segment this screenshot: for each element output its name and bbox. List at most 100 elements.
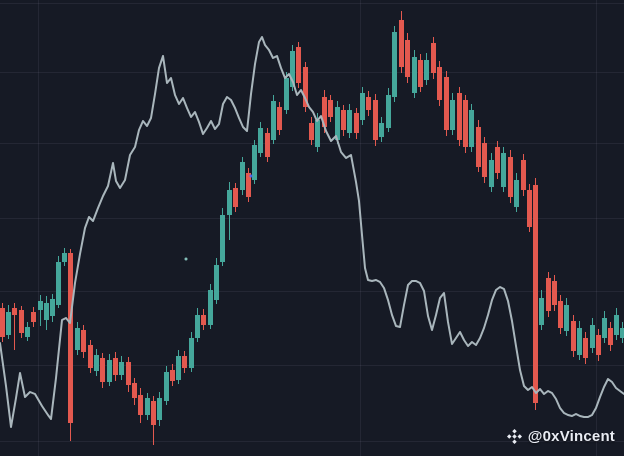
candle-body	[392, 32, 397, 97]
candle-up	[450, 93, 455, 135]
candle-down	[527, 184, 532, 232]
candle-body	[564, 305, 569, 331]
candle-down	[151, 396, 156, 445]
candle-body	[495, 147, 500, 173]
candle-down	[444, 71, 449, 136]
candle-body	[476, 127, 481, 167]
candle-body	[233, 188, 238, 207]
candle-body	[265, 133, 270, 157]
candle-up	[227, 182, 232, 240]
candle-body	[68, 253, 73, 423]
candle-body	[501, 153, 506, 187]
candle-body	[608, 328, 613, 345]
candle-body	[62, 253, 67, 262]
candle-body	[252, 145, 257, 180]
candle-up	[614, 308, 619, 340]
candle-up	[501, 147, 506, 192]
candle-down	[265, 128, 270, 162]
candle-down	[373, 94, 378, 146]
candle-up	[44, 296, 49, 330]
candle-up	[164, 366, 169, 405]
candle-down	[126, 357, 131, 392]
candle-down	[277, 102, 282, 135]
candle-down	[132, 378, 137, 405]
comparison-line	[0, 36, 624, 428]
candle-body	[571, 321, 576, 351]
candle-down	[19, 306, 24, 338]
candle-body	[335, 107, 340, 140]
binance-diamond-icon	[506, 429, 522, 444]
candle-body	[469, 110, 474, 147]
candle-body	[132, 383, 137, 398]
candle-up	[386, 88, 391, 132]
candle-body	[309, 123, 314, 140]
candle-body	[170, 370, 175, 381]
candle-body	[620, 328, 624, 338]
candle-up	[360, 87, 365, 125]
candle-up	[94, 349, 99, 376]
candle-body	[119, 362, 124, 375]
candle-body	[457, 93, 462, 140]
candle-down	[552, 275, 557, 311]
candle-down	[12, 303, 17, 350]
candle-down	[246, 168, 251, 202]
candle-up	[240, 157, 245, 195]
candle-down	[81, 325, 86, 358]
candle-up	[602, 311, 607, 343]
candle-body	[614, 315, 619, 335]
candle-body	[399, 20, 404, 67]
candle-down	[113, 352, 118, 381]
candle-body	[201, 315, 206, 325]
candle-body	[12, 308, 17, 315]
candle-body	[258, 128, 263, 153]
candle-down	[100, 353, 105, 388]
candle-up	[145, 393, 150, 420]
candle-down	[463, 95, 468, 153]
candle-up	[335, 101, 340, 144]
candle-body	[444, 77, 449, 130]
candle-up	[75, 322, 80, 355]
candle-body	[151, 401, 156, 425]
candle-down	[482, 137, 487, 183]
candle-up	[62, 248, 67, 266]
candle-up	[258, 122, 263, 157]
candle-down	[366, 91, 371, 116]
candle-body	[220, 215, 225, 262]
candle-body	[100, 358, 105, 382]
candle-body	[227, 190, 232, 215]
candle-body	[303, 67, 308, 107]
candle-up	[176, 350, 181, 384]
candle-body	[539, 298, 544, 325]
candle-body	[277, 107, 282, 130]
candle-body	[521, 160, 526, 190]
candle-up	[195, 308, 200, 342]
candle-down	[399, 11, 404, 73]
candle-down	[571, 315, 576, 357]
candle-body	[315, 120, 320, 147]
candle-body	[0, 308, 5, 337]
candle-down	[533, 178, 538, 410]
candle-up	[214, 258, 219, 304]
candle-down	[0, 303, 5, 342]
candle-up	[220, 208, 225, 266]
candle-up	[38, 295, 43, 326]
candle-body	[354, 113, 359, 133]
candle-down	[354, 108, 359, 139]
candle-body	[577, 328, 582, 355]
candle-body	[25, 327, 30, 337]
candle-up	[424, 53, 429, 85]
candle-up	[392, 26, 397, 102]
candle-up	[590, 318, 595, 353]
candle-body	[596, 335, 601, 355]
candle-down	[596, 329, 601, 361]
candle-down	[418, 54, 423, 92]
candle-down	[521, 154, 526, 196]
candle-body	[514, 180, 519, 207]
candle-down	[608, 322, 613, 351]
candle-body	[284, 78, 289, 110]
candle-body	[296, 47, 301, 83]
candle-body	[463, 100, 468, 147]
candle-down	[296, 42, 301, 88]
